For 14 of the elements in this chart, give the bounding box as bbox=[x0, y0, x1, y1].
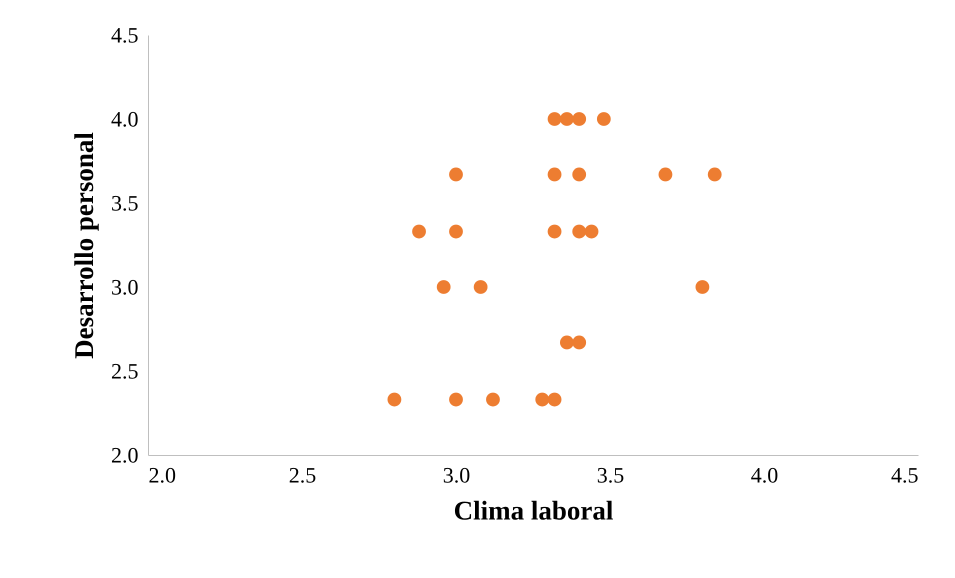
x-tick-label: 2.0 bbox=[148, 462, 176, 488]
x-tick-label: 2.5 bbox=[288, 462, 316, 488]
y-tick-label: 2.0 bbox=[111, 442, 138, 468]
y-tick-label: 3.0 bbox=[111, 274, 138, 300]
y-tick-label: 4.5 bbox=[111, 22, 138, 48]
x-tick-label: 4.5 bbox=[891, 462, 918, 488]
x-tick-label: 3.5 bbox=[596, 462, 624, 488]
y-tick-label: 3.5 bbox=[111, 190, 138, 216]
y-tick-label: 2.5 bbox=[111, 358, 138, 384]
x-axis-title: Clima laboral bbox=[454, 496, 614, 526]
x-tick-label: 4.0 bbox=[750, 462, 778, 488]
x-tick-label: 3.0 bbox=[442, 462, 470, 488]
y-axis-title: Desarrollo personal bbox=[69, 132, 99, 359]
y-tick-label: 4.0 bbox=[111, 106, 138, 132]
